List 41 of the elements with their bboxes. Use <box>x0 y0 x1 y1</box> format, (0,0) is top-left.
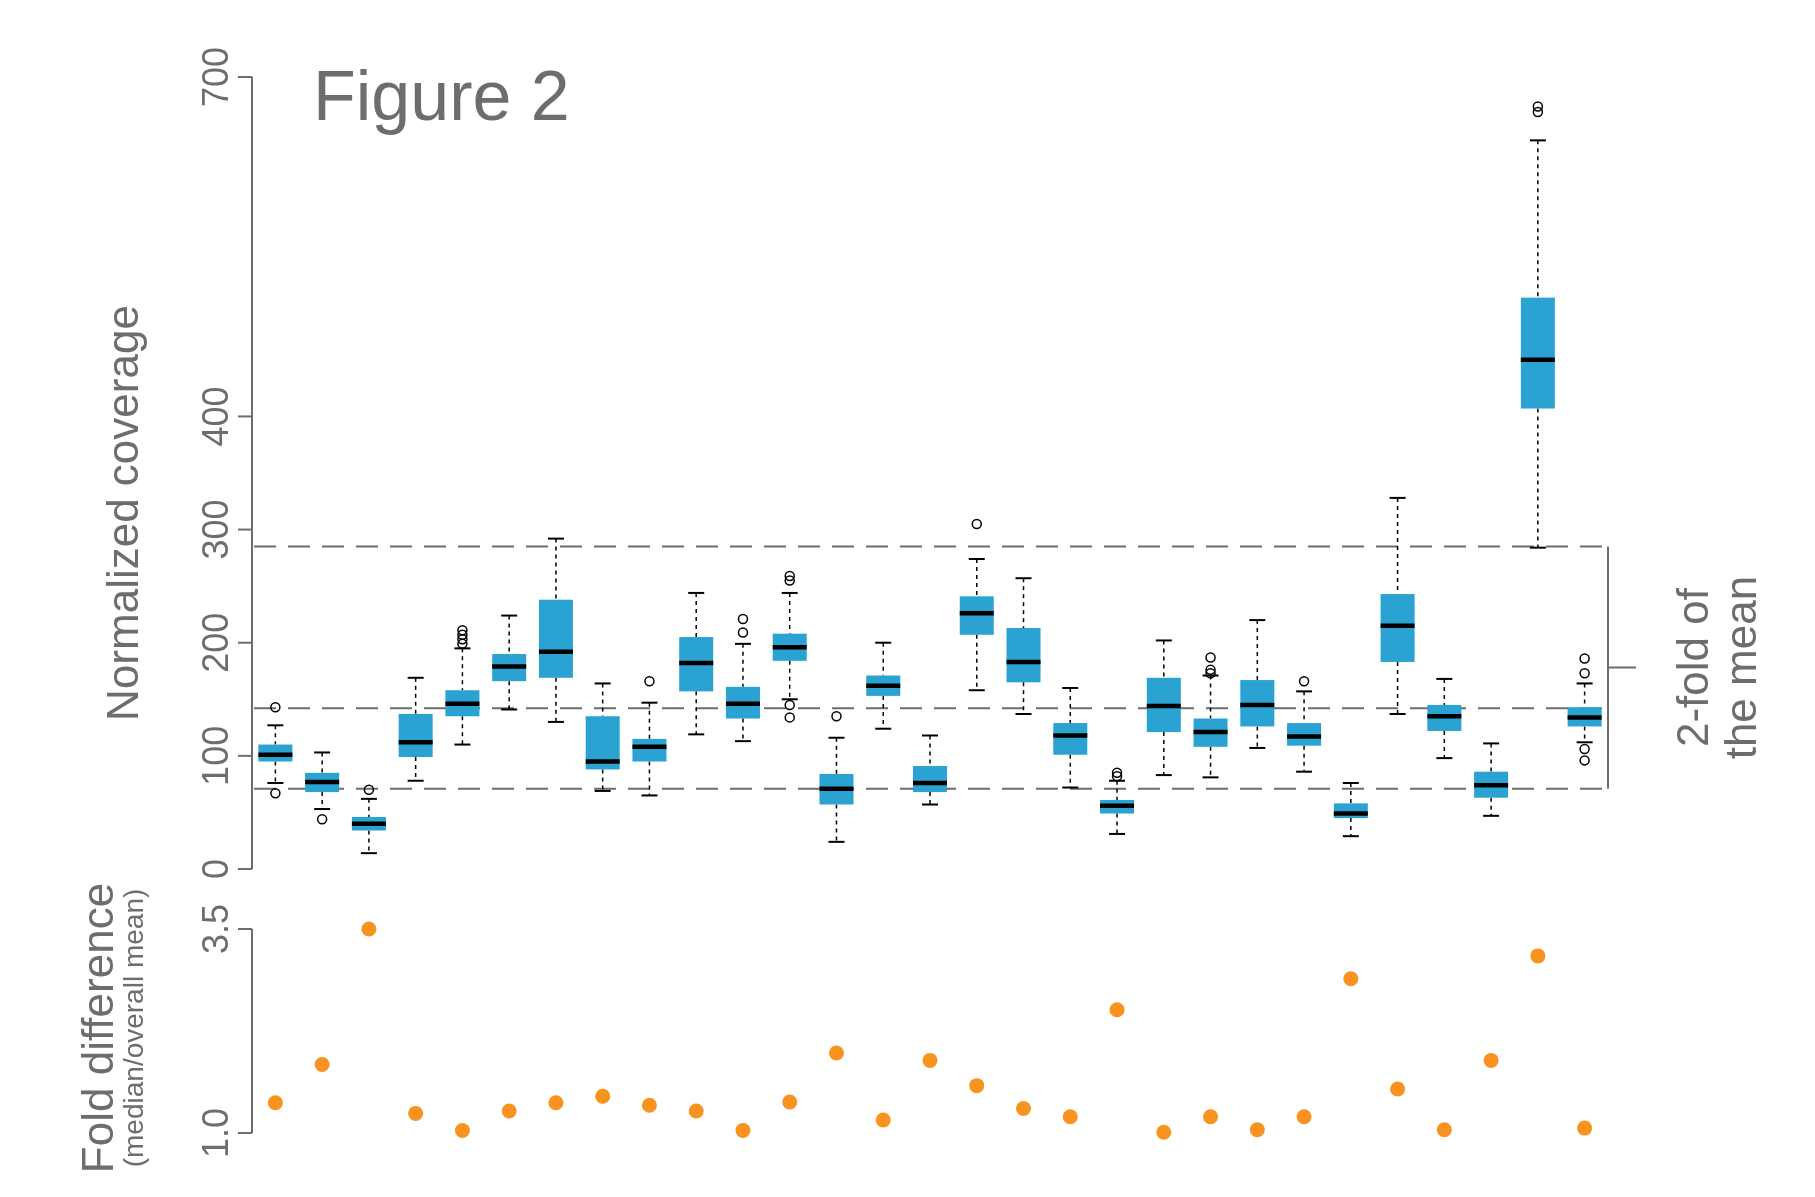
point <box>1436 1122 1452 1138</box>
y-tick-label: 700 <box>195 46 236 108</box>
point <box>1296 1109 1312 1125</box>
point <box>969 1078 985 1094</box>
point <box>1343 971 1359 987</box>
point <box>314 1056 330 1072</box>
chart-title: Figure 2 <box>313 57 570 135</box>
point <box>1249 1122 1265 1138</box>
point <box>688 1103 704 1119</box>
y-tick-label: 100 <box>195 725 236 786</box>
point <box>828 1045 844 1061</box>
point <box>548 1095 564 1111</box>
point <box>454 1123 470 1139</box>
point <box>1530 948 1546 964</box>
point <box>782 1094 798 1110</box>
point <box>1016 1101 1032 1117</box>
y-tick-label: 1.0 <box>195 1107 236 1159</box>
y-axis-title: Normalized coverage <box>98 305 147 721</box>
point <box>408 1105 424 1121</box>
point <box>1390 1081 1406 1097</box>
point <box>595 1088 611 1104</box>
y-tick-label: 0 <box>195 858 236 880</box>
y-tick-label: 3.5 <box>195 903 236 955</box>
point <box>501 1103 517 1119</box>
y-tick-label: 200 <box>195 612 236 673</box>
point <box>1109 1002 1125 1018</box>
y-tick-label: 300 <box>195 499 236 560</box>
point <box>361 921 377 937</box>
point <box>1483 1052 1499 1068</box>
point <box>875 1112 891 1128</box>
y-tick-label: 400 <box>195 386 236 447</box>
text: 2-fold of the mean <box>1668 575 1765 760</box>
point <box>267 1095 283 1111</box>
point <box>1577 1120 1593 1136</box>
point <box>735 1123 751 1139</box>
point <box>1062 1109 1078 1125</box>
point <box>641 1097 657 1113</box>
y-axis-title: Fold difference (median/overall mean) <box>73 882 149 1174</box>
point <box>1203 1109 1219 1125</box>
point <box>922 1052 938 1068</box>
point <box>1156 1124 1172 1140</box>
